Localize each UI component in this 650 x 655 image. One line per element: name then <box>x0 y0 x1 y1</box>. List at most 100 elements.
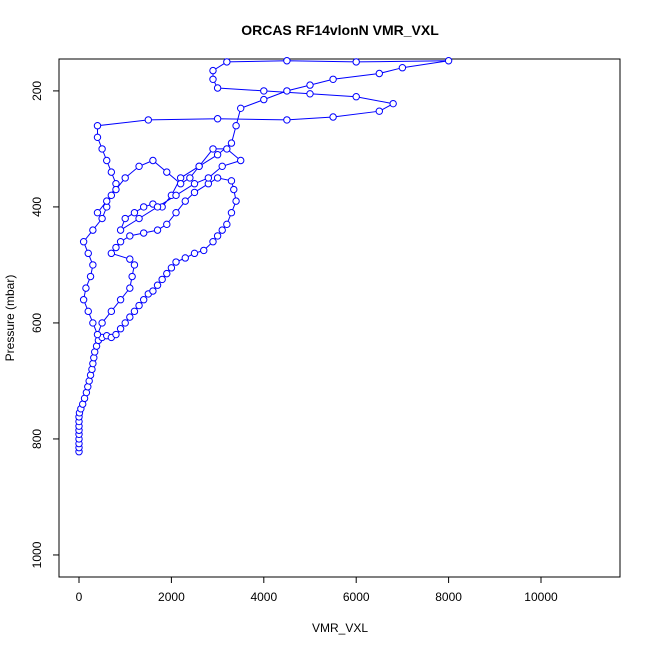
data-point <box>89 226 97 234</box>
data-point <box>283 87 291 95</box>
data-point <box>163 168 171 176</box>
plot-frame <box>58 58 621 578</box>
x-tick-label: 0 <box>76 590 83 604</box>
data-point <box>158 275 166 284</box>
data-point <box>112 185 120 194</box>
data-point <box>375 107 384 115</box>
data-point <box>98 145 106 153</box>
data-point <box>352 93 360 101</box>
data-point <box>306 81 314 89</box>
data-point <box>121 214 129 223</box>
data-point <box>227 177 236 185</box>
chart-title: ORCAS RF14vlonN VMR_VXL <box>241 22 439 38</box>
y-tick-label: 400 <box>30 197 44 217</box>
data-point <box>86 272 95 281</box>
data-point <box>98 319 106 327</box>
data-point <box>209 145 217 153</box>
data-point <box>144 116 153 124</box>
data-point <box>209 238 217 246</box>
data-point <box>135 301 143 310</box>
data-point <box>209 75 217 84</box>
y-tick-label: 800 <box>30 429 44 449</box>
data-point <box>130 209 139 217</box>
data-point <box>190 180 199 188</box>
data-point <box>204 174 213 182</box>
data-point <box>103 156 111 165</box>
data-point <box>329 113 337 121</box>
y-tick-label: 200 <box>30 81 44 101</box>
data-point <box>130 307 139 316</box>
data-point <box>329 75 337 84</box>
y-tick-label: 600 <box>30 313 44 333</box>
x-tick-label: 2000 <box>158 590 185 604</box>
data-point <box>213 115 222 123</box>
x-tick-label: 4000 <box>250 590 277 604</box>
x-axis-label: VMR_VXL <box>312 621 368 635</box>
data-point <box>223 145 231 153</box>
data-point <box>190 249 199 258</box>
data-point <box>213 84 222 92</box>
data-point <box>283 57 291 65</box>
data-point <box>130 261 139 269</box>
data-point <box>126 284 134 292</box>
data-point <box>121 319 129 327</box>
data-point <box>116 325 125 333</box>
data-point <box>93 122 102 130</box>
data-point <box>116 226 125 234</box>
data-point <box>107 307 116 316</box>
data-point <box>223 220 231 229</box>
data-point <box>107 249 116 258</box>
data-point <box>139 229 148 237</box>
data-point <box>153 203 162 211</box>
data-point <box>163 269 171 278</box>
data-point <box>93 330 102 339</box>
data-point <box>375 69 384 78</box>
data-point <box>126 313 134 321</box>
data-point <box>398 64 407 72</box>
data-point <box>79 238 88 246</box>
data-point <box>260 95 268 104</box>
data-point <box>82 284 90 292</box>
y-axis-label: Pressure (mbar) <box>3 275 17 362</box>
data-point <box>139 296 148 304</box>
data-point <box>172 258 180 266</box>
data-point <box>149 287 157 295</box>
x-tick-label: 6000 <box>343 590 370 604</box>
data-point <box>186 174 194 182</box>
data-point <box>172 209 180 217</box>
data-point <box>237 104 245 113</box>
data-point <box>209 66 217 75</box>
x-tick-label: 8000 <box>435 590 462 604</box>
data-point <box>135 162 143 171</box>
data-point <box>227 139 236 147</box>
data-point <box>103 197 111 205</box>
data-point <box>93 133 102 142</box>
data-point <box>200 246 208 255</box>
data-point <box>139 203 148 211</box>
data-point <box>260 87 268 95</box>
data-point <box>232 197 240 205</box>
data-point <box>112 330 120 339</box>
data-point <box>172 191 180 200</box>
data-point <box>153 226 162 234</box>
data-point <box>218 162 226 171</box>
data-point <box>223 58 231 66</box>
data-point <box>126 255 134 263</box>
data-point <box>107 191 116 200</box>
data-point <box>107 168 116 176</box>
data-point <box>93 209 102 217</box>
data-point <box>444 57 453 65</box>
data-point <box>79 296 88 304</box>
data-point <box>213 232 222 240</box>
data-point <box>116 296 125 304</box>
data-point <box>232 122 240 130</box>
data-point <box>306 90 314 98</box>
data-point <box>116 238 125 246</box>
data-point <box>121 174 129 182</box>
data-point <box>153 281 162 289</box>
data-point <box>112 243 120 252</box>
data-point <box>218 226 226 234</box>
